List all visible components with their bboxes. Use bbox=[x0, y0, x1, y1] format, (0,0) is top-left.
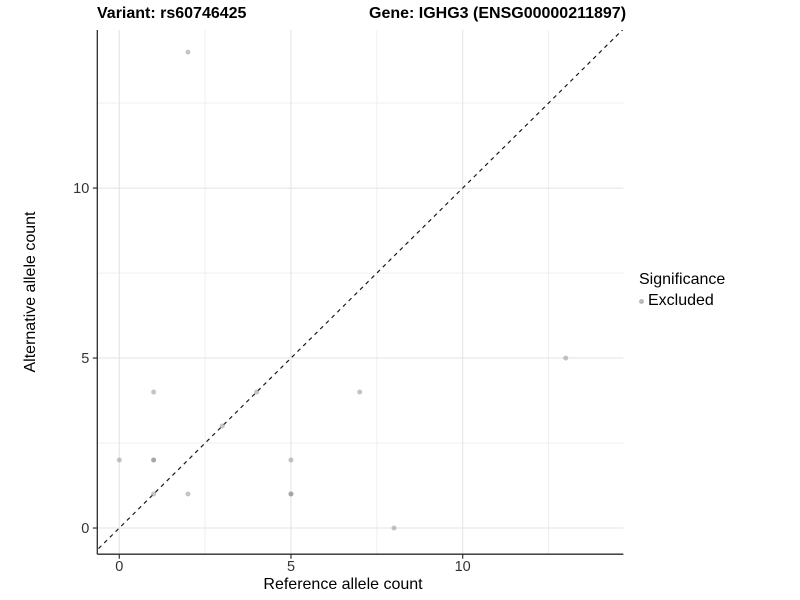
legend-title: Significance bbox=[639, 271, 726, 288]
identity-line bbox=[97, 30, 624, 551]
data-point bbox=[185, 49, 191, 55]
plot-title-variant: Variant: rs60746425 bbox=[97, 5, 247, 22]
data-point bbox=[288, 457, 294, 463]
data-point bbox=[151, 491, 157, 497]
plot-title-gene: Gene: IGHG3 (ENSG00000211897) bbox=[369, 5, 627, 22]
y-tick-label: 10 bbox=[73, 181, 89, 197]
data-point bbox=[116, 457, 122, 463]
legend-item-excluded: Excluded bbox=[639, 292, 725, 310]
y-axis-title: Alternative allele count bbox=[22, 211, 39, 373]
data-point bbox=[219, 423, 225, 429]
legend-item-label: Excluded bbox=[648, 292, 714, 309]
x-tick-label: 0 bbox=[115, 559, 123, 575]
y-tick-label: 0 bbox=[81, 521, 89, 537]
legend-point-icon bbox=[639, 298, 644, 304]
data-point bbox=[151, 457, 157, 463]
data-point bbox=[391, 525, 397, 531]
x-axis-title: Reference allele count bbox=[263, 576, 423, 593]
data-point bbox=[288, 491, 294, 497]
data-point bbox=[185, 491, 191, 497]
data-point bbox=[563, 355, 569, 361]
x-tick-label: 10 bbox=[455, 559, 471, 575]
data-point bbox=[254, 389, 260, 395]
data-point bbox=[151, 389, 157, 395]
y-tick-label: 5 bbox=[81, 351, 89, 367]
data-point bbox=[357, 389, 363, 395]
legend: Significance Excluded bbox=[639, 271, 725, 310]
x-tick-label: 5 bbox=[287, 559, 295, 575]
